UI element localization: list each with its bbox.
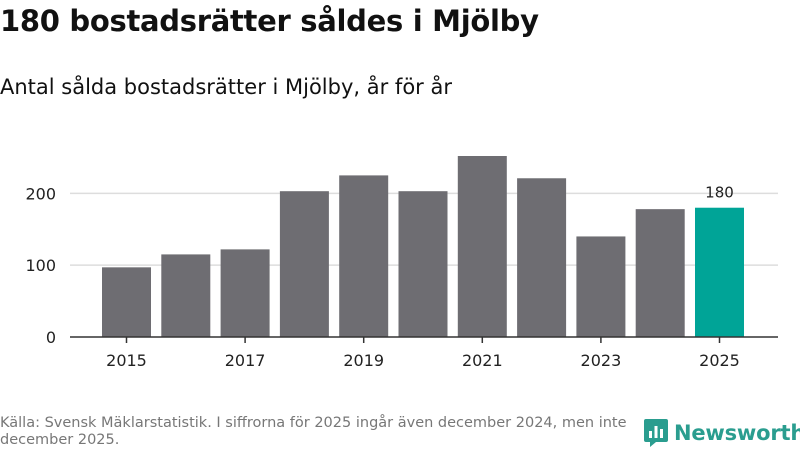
x-tick-label: 2015 bbox=[106, 351, 147, 370]
bar-2017 bbox=[220, 249, 270, 337]
newsworthy-logo-icon bbox=[644, 419, 668, 447]
bar-2022 bbox=[517, 178, 567, 337]
bar-2020 bbox=[398, 191, 448, 337]
x-tick-label: 2021 bbox=[462, 351, 503, 370]
source-note: Källa: Svensk Mäklarstatistik. I siffror… bbox=[0, 415, 627, 448]
brand-name: Newsworthy bbox=[674, 420, 800, 445]
bar-2021 bbox=[457, 156, 507, 337]
bar-2018 bbox=[279, 191, 329, 337]
bar-2025 bbox=[695, 207, 744, 337]
x-tick-label: 2023 bbox=[581, 351, 622, 370]
bar-2024 bbox=[635, 209, 685, 337]
chart-title: 180 bostadsrätter såldes i Mjölby bbox=[0, 4, 539, 38]
y-tick-label: 0 bbox=[46, 328, 56, 347]
newsworthy-logo: Newsworthy bbox=[644, 418, 800, 447]
chart-subtitle: Antal sålda bostadsrätter i Mjölby, år f… bbox=[0, 75, 452, 99]
y-tick-label: 100 bbox=[25, 256, 56, 275]
bar-2023 bbox=[576, 236, 626, 337]
x-tick-label: 2019 bbox=[343, 351, 384, 370]
bar-2016 bbox=[161, 254, 211, 337]
bar-2015 bbox=[102, 267, 151, 337]
data-label: 180 bbox=[705, 184, 734, 202]
bar-2019 bbox=[339, 175, 389, 337]
x-tick-label: 2025 bbox=[699, 351, 740, 370]
y-tick-label: 200 bbox=[25, 184, 56, 203]
x-tick-label: 2017 bbox=[225, 351, 266, 370]
bar-chart: 0 100 200 180 2015 2017 2019 2021 2023 2025 bbox=[25, 156, 778, 370]
